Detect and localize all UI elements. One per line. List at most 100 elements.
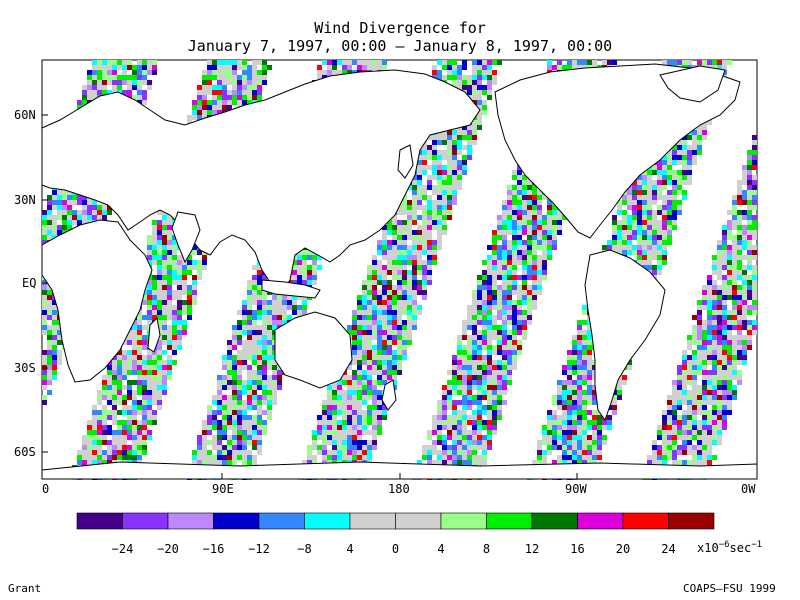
swath-cell bbox=[287, 300, 292, 305]
swath-cell bbox=[732, 335, 737, 340]
swath-cell bbox=[247, 70, 252, 75]
swath-cell bbox=[357, 330, 362, 335]
swath-cell bbox=[202, 260, 207, 265]
swath-cell bbox=[257, 285, 262, 290]
swath-cell bbox=[332, 60, 337, 65]
swath-cell bbox=[447, 180, 452, 185]
swath-cell bbox=[182, 270, 187, 275]
swath-cell bbox=[737, 340, 742, 345]
swath-cell bbox=[382, 360, 387, 365]
swath-cell bbox=[477, 280, 482, 285]
swath-cell bbox=[222, 65, 227, 70]
swath-cell bbox=[272, 325, 277, 330]
swath-cell bbox=[712, 260, 717, 265]
swath-cell bbox=[137, 315, 142, 320]
swath-cell bbox=[642, 250, 647, 255]
swath-cell bbox=[252, 355, 257, 360]
swath-cell bbox=[682, 380, 687, 385]
swath-cell bbox=[127, 80, 132, 85]
swath-cell bbox=[152, 310, 157, 315]
swath-cell bbox=[432, 225, 437, 230]
swath-cell bbox=[727, 365, 732, 370]
swath-cell bbox=[57, 355, 62, 360]
swath-cell bbox=[57, 215, 62, 220]
swath-cell bbox=[442, 230, 447, 235]
swath-cell bbox=[247, 290, 252, 295]
swath-cell bbox=[382, 380, 387, 385]
swath-cell bbox=[382, 330, 387, 335]
swath-cell bbox=[697, 325, 702, 330]
swath-cell bbox=[272, 305, 277, 310]
swath-cell bbox=[167, 250, 172, 255]
swath-cell bbox=[162, 305, 167, 310]
swath-cell bbox=[277, 300, 282, 305]
swath-cell bbox=[307, 270, 312, 275]
swath-cell bbox=[732, 285, 737, 290]
swath-cell bbox=[662, 260, 667, 265]
swath-cell bbox=[237, 60, 242, 65]
swath-cell bbox=[107, 380, 112, 385]
swath-cell bbox=[367, 270, 372, 275]
swath-cell bbox=[497, 290, 502, 295]
swath-cell bbox=[497, 345, 502, 350]
swath-cell bbox=[437, 240, 442, 245]
swath-cell bbox=[282, 310, 287, 315]
swath-cell bbox=[267, 380, 272, 385]
swath-cell bbox=[217, 105, 222, 110]
swath-cell bbox=[482, 260, 487, 265]
swath-cell bbox=[42, 285, 47, 290]
swath-cell bbox=[687, 345, 692, 350]
swath-cell bbox=[252, 290, 257, 295]
swath-cell bbox=[432, 185, 437, 190]
swath-cell bbox=[707, 290, 712, 295]
swath-cell bbox=[217, 95, 222, 100]
swath-cell bbox=[497, 220, 502, 225]
swath-cell bbox=[367, 305, 372, 310]
swath-cell bbox=[202, 90, 207, 95]
swath-cell bbox=[132, 80, 137, 85]
swath-cell bbox=[487, 360, 492, 365]
swath-cell bbox=[147, 255, 152, 260]
swath-cell bbox=[502, 280, 507, 285]
swath-cell bbox=[552, 220, 557, 225]
swath-cell bbox=[397, 335, 402, 340]
swath-cell bbox=[742, 190, 747, 195]
swath-cell bbox=[177, 335, 182, 340]
swath-cell bbox=[477, 335, 482, 340]
swath-cell bbox=[577, 365, 582, 370]
swath-cell bbox=[507, 230, 512, 235]
swath-cell bbox=[492, 305, 497, 310]
swath-cell bbox=[377, 365, 382, 370]
swath-cell bbox=[497, 380, 502, 385]
swath-cell bbox=[582, 380, 587, 385]
swath-cell bbox=[497, 60, 502, 65]
swath-cell bbox=[162, 215, 167, 220]
swath-cell bbox=[492, 365, 497, 370]
swath-cell bbox=[452, 200, 457, 205]
swath-cell bbox=[42, 375, 47, 380]
swath-cell bbox=[152, 235, 157, 240]
swath-cell bbox=[722, 250, 727, 255]
swath-cell bbox=[672, 170, 677, 175]
swath-cell bbox=[262, 330, 267, 335]
swath-cell bbox=[457, 70, 462, 75]
swath-cell bbox=[737, 345, 742, 350]
swath-cell bbox=[507, 330, 512, 335]
swath-cell bbox=[222, 90, 227, 95]
swath-cell bbox=[532, 210, 537, 215]
swath-cell bbox=[612, 230, 617, 235]
swath-cell bbox=[297, 295, 302, 300]
swath-cell bbox=[387, 265, 392, 270]
swath-cell bbox=[232, 95, 237, 100]
swath-cell bbox=[137, 350, 142, 355]
swath-cell bbox=[577, 375, 582, 380]
swath-cell bbox=[637, 190, 642, 195]
swath-cell bbox=[472, 135, 477, 140]
swath-cell bbox=[92, 215, 97, 220]
swath-cell bbox=[637, 195, 642, 200]
swath-cell bbox=[582, 345, 587, 350]
swath-cell bbox=[732, 235, 737, 240]
swath-cell bbox=[412, 250, 417, 255]
swath-cell bbox=[727, 285, 732, 290]
swath-cell bbox=[277, 370, 282, 375]
